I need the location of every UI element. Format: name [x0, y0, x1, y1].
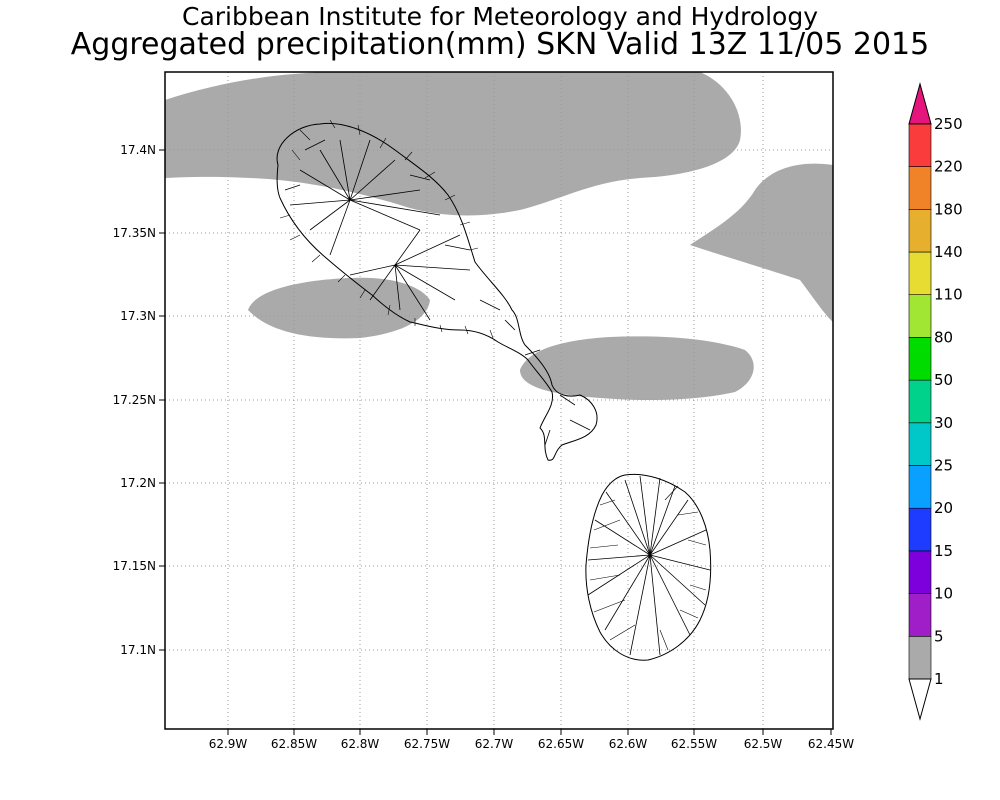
- lon-label: 62.7W: [475, 737, 514, 751]
- colorbar-swatch: [908, 507, 932, 552]
- colorbar-level-label: 15: [934, 542, 953, 560]
- title: Caribbean Institute for Meteorology and …: [182, 2, 818, 31]
- colorbar-swatch: [908, 635, 932, 680]
- precip-area-north: [165, 72, 741, 216]
- colorbar-level-label: 180: [934, 200, 963, 218]
- lon-label: 62.75W: [404, 737, 450, 751]
- lat-label: 17.3N: [120, 309, 156, 323]
- colorbar-level-label: 10: [934, 585, 953, 603]
- colorbar-swatch: [908, 251, 932, 296]
- colorbar-swatch: [908, 337, 932, 381]
- lon-label: 62.5W: [744, 737, 783, 751]
- lat-label: 17.2N: [120, 476, 156, 490]
- colorbar-level-label: 1: [934, 670, 944, 688]
- grid: [165, 72, 833, 729]
- colorbar-swatch: [908, 294, 932, 338]
- lon-label: 62.8W: [341, 737, 380, 751]
- axis-ticks: [159, 149, 832, 735]
- colorbar-swatch: [908, 123, 932, 167]
- colorbar-swatch: [908, 593, 932, 637]
- colorbar-level-label: 110: [934, 286, 963, 304]
- colorbar-swatch: [908, 465, 932, 509]
- colorbar-level-label: 25: [934, 457, 953, 475]
- lon-label: 62.55W: [671, 737, 717, 751]
- precip-area-east: [690, 163, 833, 322]
- colorbar-level-label: 140: [934, 243, 963, 261]
- colorbar-level-label: 5: [934, 627, 944, 645]
- lon-label: 62.6W: [609, 737, 648, 751]
- colorbar-level-label: 250: [934, 115, 963, 133]
- lon-label: 62.85W: [271, 737, 317, 751]
- lat-label: 17.35N: [113, 226, 156, 240]
- colorbar-level-label: 20: [934, 499, 953, 517]
- subtitle: Aggregated precipitation(mm) SKN Valid 1…: [70, 27, 930, 62]
- colorbar-swatch: [908, 166, 932, 210]
- colorbar-swatch: [908, 550, 932, 594]
- lat-label: 17.1N: [120, 643, 156, 657]
- colorbar-level-label: 80: [934, 328, 953, 346]
- precip-areas: [165, 72, 833, 400]
- lon-label: 62.45W: [808, 737, 854, 751]
- lat-label: 17.4N: [120, 143, 156, 157]
- latitude-labels: 17.4N 17.35N 17.3N 17.25N 17.2N 17.15N 1…: [113, 143, 156, 657]
- island-nevis: [585, 473, 712, 661]
- precip-area-central: [520, 336, 754, 400]
- colorbar-swatch: [908, 209, 932, 253]
- colorbar-end-low: [908, 678, 932, 721]
- lon-label: 62.65W: [538, 737, 584, 751]
- colorbar-level-label: 220: [934, 158, 963, 176]
- lat-label: 17.15N: [113, 559, 156, 573]
- lat-label: 17.25N: [113, 393, 156, 407]
- island-st-kitts: [276, 119, 598, 461]
- colorbar-level-label: 50: [934, 371, 953, 389]
- colorbar-swatch: [908, 422, 932, 466]
- colorbar-swatch: [908, 379, 932, 424]
- colorbar-end-high: [908, 82, 932, 125]
- lon-label: 62.9W: [209, 737, 248, 751]
- longitude-labels: 62.9W 62.85W 62.8W 62.75W 62.7W 62.65W 6…: [209, 737, 855, 751]
- colorbar-level-label: 30: [934, 414, 953, 432]
